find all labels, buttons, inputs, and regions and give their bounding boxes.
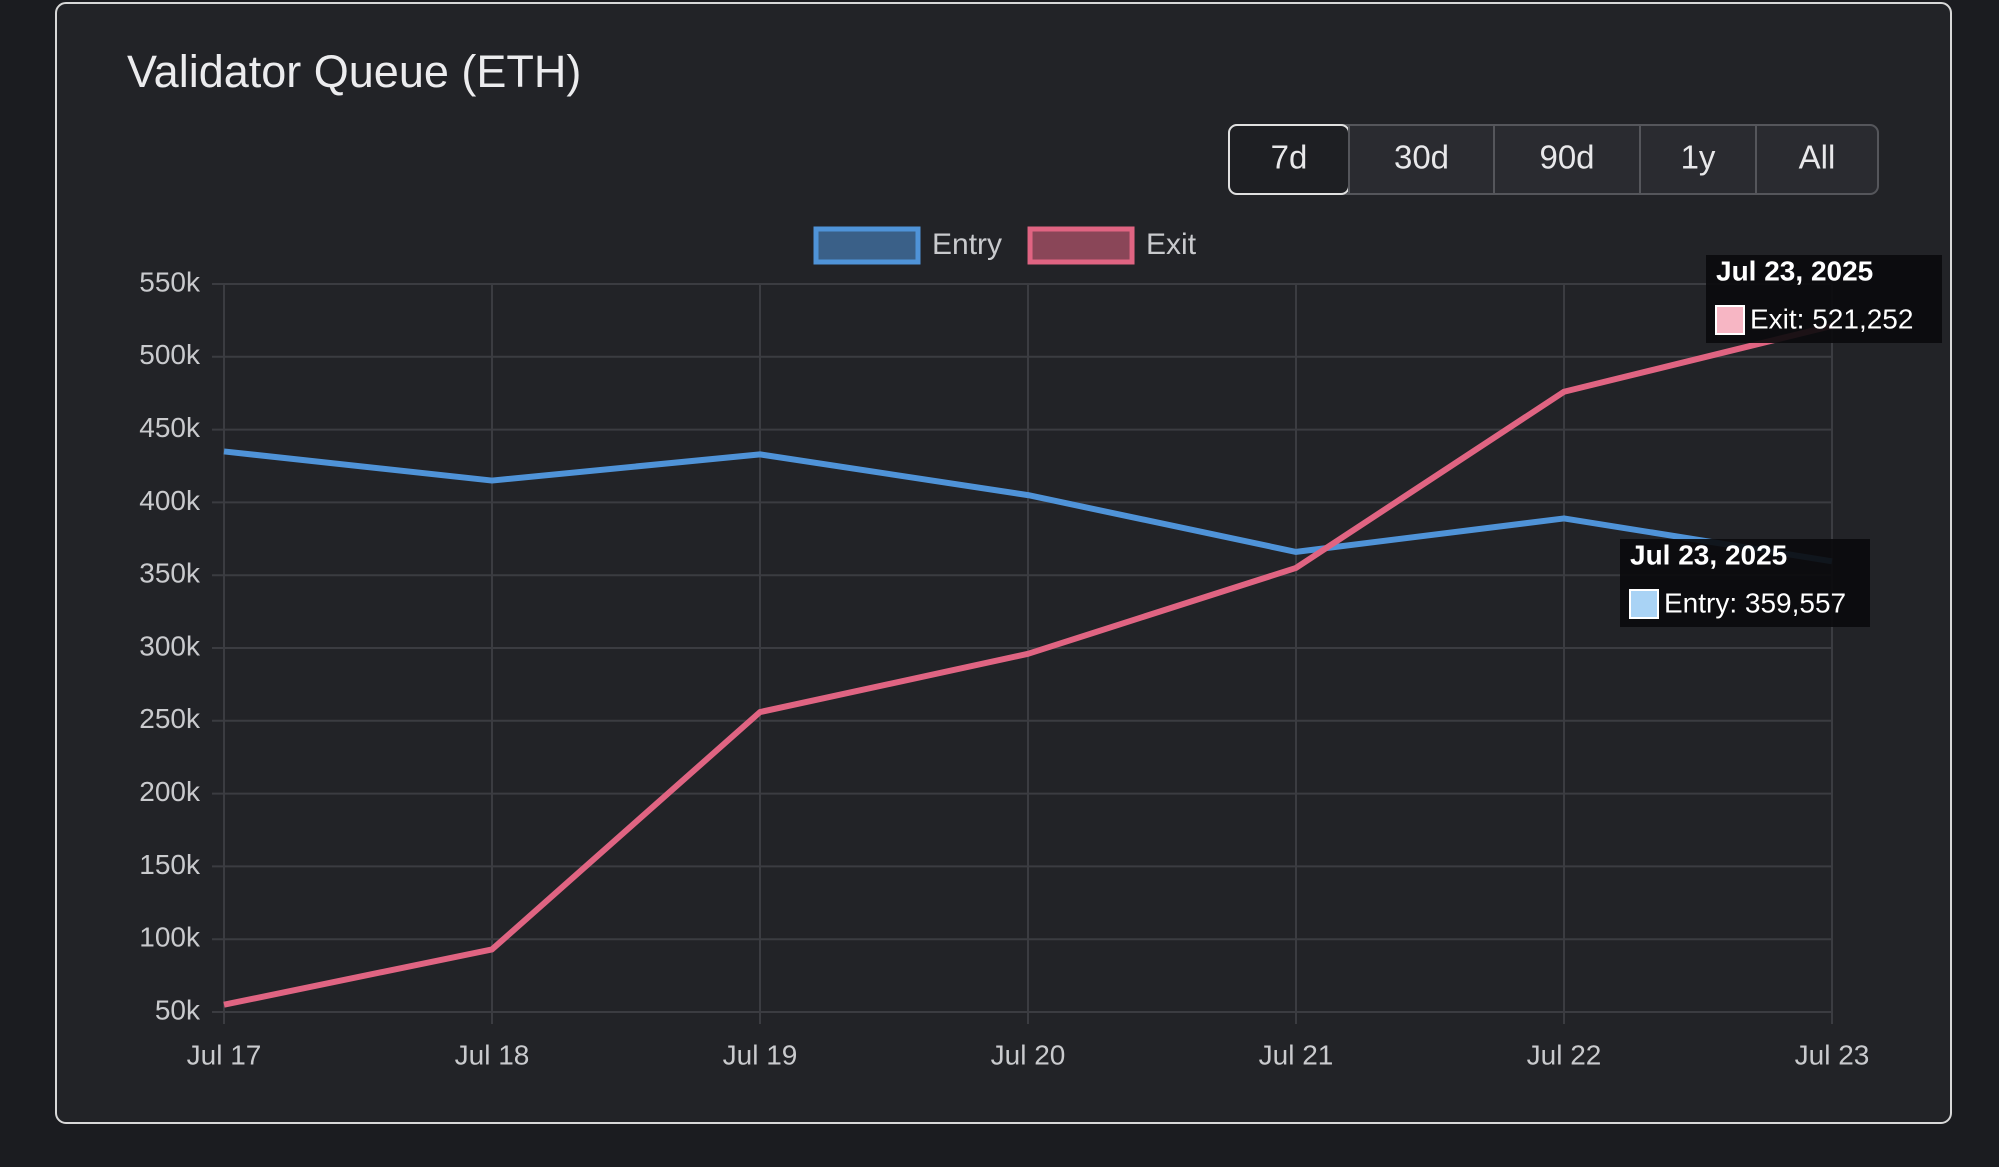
y-tick-label: 350k: [139, 558, 201, 589]
tooltip-title: Jul 23, 2025: [1716, 255, 1873, 286]
x-tick-label: Jul 20: [991, 1039, 1066, 1070]
x-tick-label: Jul 21: [1259, 1039, 1334, 1070]
y-tick-label: 50k: [155, 994, 201, 1025]
tooltip-label: Entry: 359,557: [1664, 587, 1846, 618]
legend-label[interactable]: Entry: [932, 228, 1002, 261]
y-tick-label: 250k: [139, 703, 201, 734]
range-button[interactable]: 7d: [1271, 139, 1308, 176]
legend-label[interactable]: Exit: [1146, 228, 1197, 261]
x-tick-label: Jul 19: [723, 1039, 798, 1070]
range-button[interactable]: 30d: [1394, 139, 1449, 176]
y-tick-label: 200k: [139, 776, 201, 807]
series-line: [223, 322, 1833, 1008]
y-tick-label: 400k: [139, 485, 201, 516]
tooltip-swatch: [1715, 305, 1745, 335]
tooltip-box: [1706, 255, 1942, 343]
tooltip-swatch: [1629, 589, 1659, 619]
legend-swatch[interactable]: [813, 226, 921, 265]
y-tick-label: 100k: [139, 922, 201, 953]
y-tick-label: 500k: [139, 339, 201, 370]
tooltip-box: [1620, 539, 1870, 627]
series-line: [223, 448, 1833, 565]
y-tick-label: 550k: [139, 266, 201, 297]
range-button[interactable]: 1y: [1681, 139, 1716, 176]
x-tick-label: Jul 17: [187, 1039, 262, 1070]
legend-swatch[interactable]: [1027, 226, 1135, 265]
x-tick-label: Jul 23: [1795, 1039, 1870, 1070]
chart-title: Validator Queue (ETH): [127, 46, 581, 97]
range-button[interactable]: All: [1799, 139, 1836, 176]
x-tick-label: Jul 18: [455, 1039, 530, 1070]
x-tick-label: Jul 22: [1527, 1039, 1602, 1070]
y-tick-label: 450k: [139, 412, 201, 443]
range-button[interactable]: 90d: [1539, 139, 1594, 176]
tooltip-label: Exit: 521,252: [1750, 303, 1913, 334]
tooltip-title: Jul 23, 2025: [1630, 539, 1787, 570]
y-tick-label: 150k: [139, 849, 201, 880]
y-tick-label: 300k: [139, 630, 201, 661]
